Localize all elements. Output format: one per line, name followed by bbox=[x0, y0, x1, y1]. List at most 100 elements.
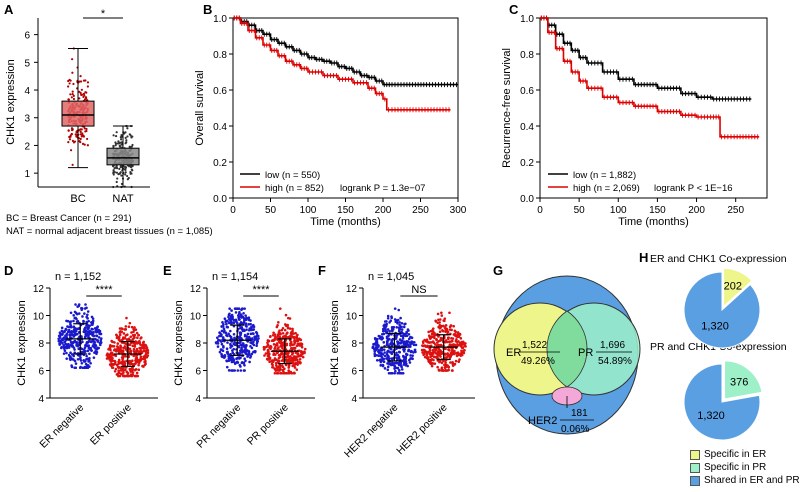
a-point bbox=[71, 58, 74, 61]
dot-category-label: HER2 negative bbox=[342, 402, 401, 461]
dot-point bbox=[413, 340, 416, 344]
km-xlabel: Time (months) bbox=[310, 216, 381, 228]
dot-point bbox=[237, 307, 241, 310]
dot-point bbox=[133, 345, 137, 348]
dot-point bbox=[386, 316, 390, 320]
dot-point bbox=[77, 354, 81, 357]
a-point bbox=[71, 139, 74, 142]
dot-ytick-label: 12 bbox=[346, 284, 358, 295]
dot-point bbox=[274, 335, 277, 339]
dot-ytick-label: 6 bbox=[38, 367, 44, 378]
dot-point bbox=[450, 328, 453, 332]
dot-point bbox=[232, 332, 236, 336]
dot-point bbox=[442, 319, 446, 322]
a-point bbox=[79, 137, 82, 141]
dot-point bbox=[274, 345, 277, 349]
km-ylabel: Recurrence-free survival bbox=[501, 48, 513, 168]
dot-point bbox=[278, 353, 282, 357]
dot-point bbox=[67, 328, 71, 332]
dot-ytick-label: 12 bbox=[190, 284, 202, 295]
dot-point bbox=[382, 324, 386, 328]
dot-point bbox=[115, 373, 119, 376]
dot-point bbox=[429, 358, 433, 362]
dot-point bbox=[142, 343, 146, 346]
dot-point bbox=[117, 346, 120, 349]
a-point bbox=[130, 145, 133, 148]
dot-n-label: n = 1,045 bbox=[368, 271, 414, 283]
dot-point bbox=[134, 354, 138, 357]
panel-letter-c: C bbox=[509, 2, 519, 17]
legend-specific-pr: Specific in PR bbox=[690, 461, 800, 474]
dot-point bbox=[284, 363, 288, 367]
dot-point bbox=[286, 353, 290, 357]
a-point bbox=[129, 165, 133, 169]
dot-point bbox=[88, 352, 91, 356]
dot-point bbox=[81, 315, 84, 318]
dot-point bbox=[399, 316, 402, 320]
dot-point bbox=[381, 364, 385, 368]
dot-point bbox=[96, 340, 100, 343]
a-point bbox=[125, 141, 128, 144]
km-ytick-label: 0.0 bbox=[213, 194, 227, 205]
dot-point bbox=[288, 327, 292, 330]
dot-point bbox=[138, 350, 142, 353]
dot-point bbox=[227, 354, 230, 358]
dot-point bbox=[96, 329, 100, 333]
dot-point bbox=[303, 350, 306, 354]
dot-point bbox=[452, 350, 455, 354]
dot-point bbox=[230, 309, 233, 312]
dot-point bbox=[437, 325, 440, 329]
dot-significance: NS bbox=[411, 284, 426, 296]
dot-point bbox=[455, 337, 458, 341]
dot-point bbox=[414, 343, 418, 347]
dot-point bbox=[75, 329, 78, 333]
dot-significance: **** bbox=[95, 284, 113, 296]
dot-point bbox=[286, 326, 290, 330]
dot-point bbox=[394, 353, 398, 357]
dot-point bbox=[75, 327, 79, 331]
dot-point bbox=[69, 322, 72, 326]
dot-point bbox=[245, 328, 248, 331]
dot-point bbox=[373, 348, 376, 351]
dot-point bbox=[372, 342, 375, 346]
dot-point bbox=[385, 330, 389, 334]
dot-point bbox=[439, 355, 442, 358]
dot-point bbox=[77, 312, 81, 315]
dot-point bbox=[60, 345, 63, 349]
dot-point bbox=[72, 319, 75, 323]
dot-point bbox=[386, 328, 390, 331]
venn-her2-percent: 0.06% bbox=[561, 424, 589, 435]
dot-point bbox=[123, 328, 127, 331]
dot-point bbox=[244, 349, 248, 353]
dot-point bbox=[74, 362, 78, 365]
dot-point bbox=[130, 325, 134, 329]
dot-point bbox=[117, 350, 121, 354]
dot-point bbox=[438, 353, 442, 356]
dot-point bbox=[69, 325, 73, 329]
dot-point bbox=[227, 369, 231, 372]
dot-point bbox=[425, 353, 429, 357]
dot-point bbox=[216, 342, 220, 345]
dot-point bbox=[400, 325, 403, 329]
dot-point bbox=[124, 355, 128, 358]
dot-point bbox=[429, 341, 433, 344]
dot-point bbox=[300, 346, 304, 349]
dot-point bbox=[134, 374, 138, 378]
dot-point bbox=[284, 323, 287, 326]
dot-point bbox=[395, 347, 398, 350]
km-xtick-label: 150 bbox=[649, 205, 666, 216]
dot-point bbox=[276, 369, 280, 372]
a-point bbox=[83, 98, 87, 101]
a-ytick-label: 1 bbox=[24, 169, 30, 180]
dot-point bbox=[243, 369, 246, 372]
dot-point bbox=[242, 344, 246, 348]
dot-point bbox=[137, 368, 141, 372]
a-point bbox=[130, 168, 133, 171]
dot-point bbox=[61, 342, 64, 345]
dot-point bbox=[82, 330, 86, 333]
dot-point bbox=[425, 345, 429, 348]
dot-point bbox=[280, 328, 284, 332]
panel-h: ER and CHK1 Co-expression PR and CHK1 Co… bbox=[650, 253, 787, 441]
dot-point bbox=[232, 342, 235, 346]
dot-point bbox=[373, 350, 377, 353]
